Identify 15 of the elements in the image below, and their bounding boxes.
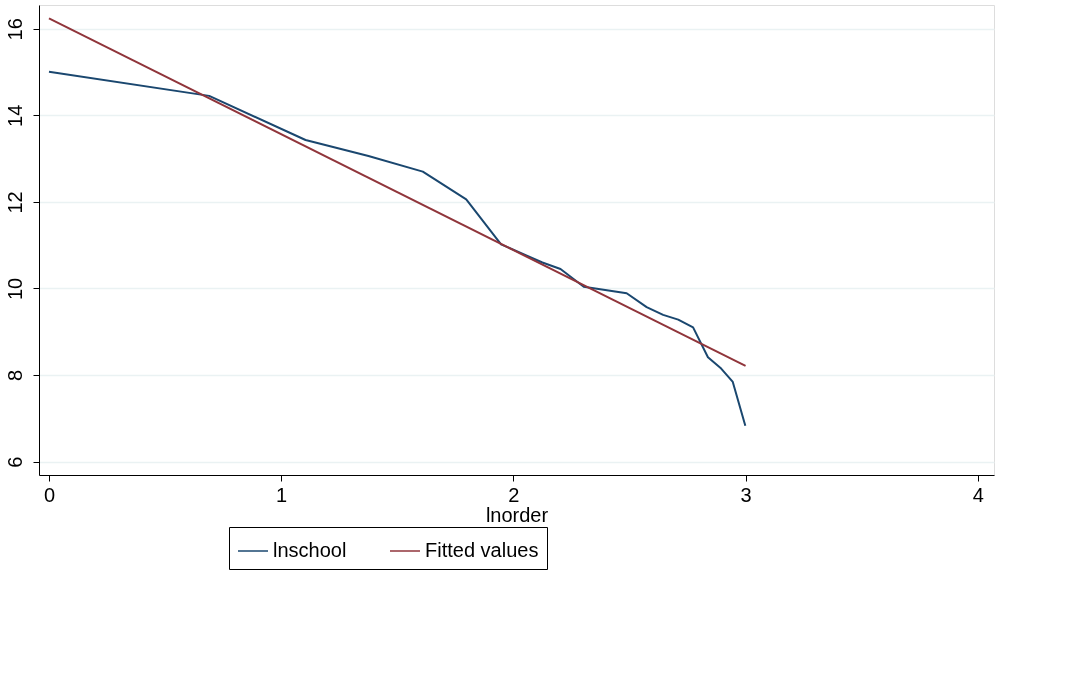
y-tick-label: 16: [3, 18, 26, 41]
x-tick-label: 3: [740, 483, 752, 506]
y-tick-label: 12: [3, 191, 26, 214]
y-tick-label: 6: [3, 456, 26, 468]
x-tick-label: 4: [972, 483, 984, 506]
y-tick-label: 10: [3, 277, 26, 301]
x-tick-label: 2: [508, 483, 520, 506]
legend-label: lnschool: [273, 539, 347, 561]
x-axis-title: lnorder: [485, 503, 549, 526]
y-tick-label: 8: [3, 369, 26, 382]
legend-label: Fitted values: [425, 539, 539, 561]
line-series: [47, 70, 747, 427]
x-tick-label: 0: [43, 483, 56, 506]
y-tick-label: 14: [3, 104, 26, 127]
x-tick-label: 1: [276, 483, 288, 506]
